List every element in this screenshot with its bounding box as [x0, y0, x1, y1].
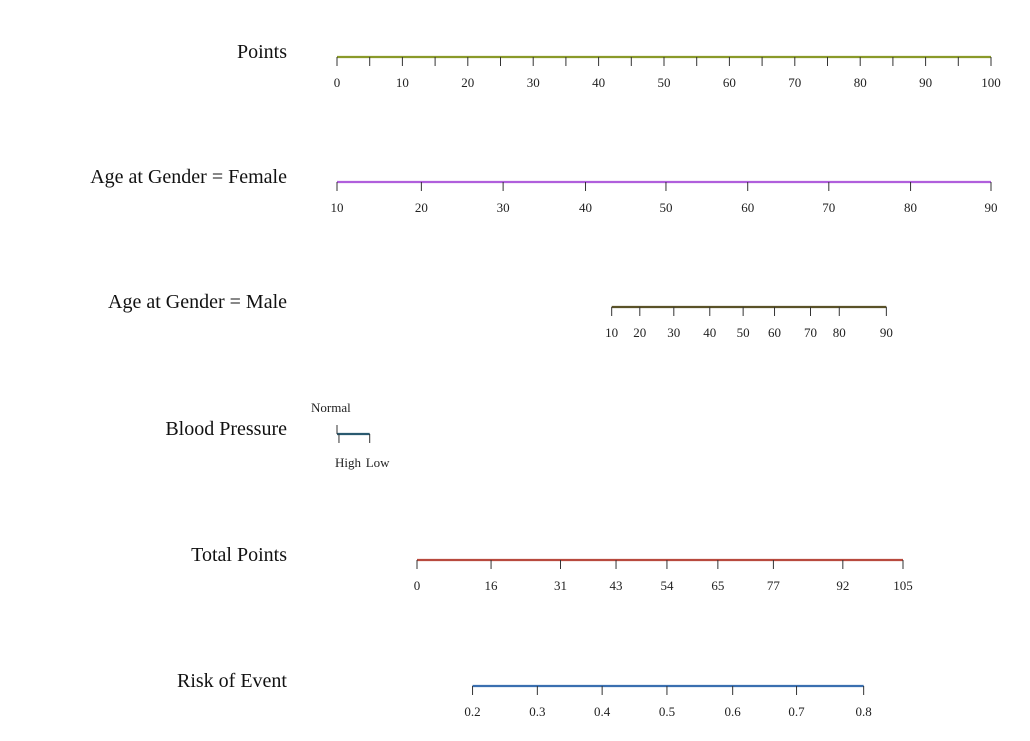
- tick-label-risk-of-event: 0.7: [788, 704, 805, 719]
- tick-label-risk-of-event: 0.5: [659, 704, 675, 719]
- tick-label-age-at-gender-female: 20: [415, 200, 428, 215]
- tick-label-points: 30: [527, 75, 540, 90]
- tick-label-total-points: 31: [554, 578, 567, 593]
- row-label-age-at-gender-male: Age at Gender = Male: [108, 291, 287, 313]
- tick-label-points: 60: [723, 75, 736, 90]
- tick-label-age-at-gender-female: 30: [497, 200, 510, 215]
- tick-label-risk-of-event: 0.6: [725, 704, 742, 719]
- tick-label-age-at-gender-female: 40: [579, 200, 592, 215]
- tick-label-age-at-gender-male: 80: [833, 325, 846, 340]
- tick-label-age-at-gender-male: 60: [768, 325, 781, 340]
- tick-label-blood-pressure: Normal: [311, 400, 351, 415]
- tick-label-age-at-gender-male: 30: [667, 325, 680, 340]
- tick-label-risk-of-event: 0.2: [464, 704, 480, 719]
- tick-label-total-points: 65: [711, 578, 724, 593]
- tick-label-total-points: 0: [414, 578, 421, 593]
- tick-label-total-points: 105: [893, 578, 913, 593]
- tick-label-age-at-gender-male: 10: [605, 325, 618, 340]
- tick-label-risk-of-event: 0.4: [594, 704, 611, 719]
- tick-label-total-points: 92: [836, 578, 849, 593]
- tick-label-blood-pressure: High: [335, 455, 362, 470]
- row-label-age-at-gender-female: Age at Gender = Female: [90, 166, 287, 188]
- row-label-risk-of-event: Risk of Event: [177, 670, 287, 692]
- tick-label-age-at-gender-male: 40: [703, 325, 716, 340]
- tick-label-total-points: 16: [485, 578, 499, 593]
- tick-label-age-at-gender-female: 80: [904, 200, 917, 215]
- tick-label-age-at-gender-female: 60: [741, 200, 754, 215]
- tick-label-points: 40: [592, 75, 605, 90]
- tick-label-age-at-gender-male: 70: [804, 325, 817, 340]
- tick-label-points: 70: [788, 75, 801, 90]
- tick-label-age-at-gender-male: 20: [633, 325, 646, 340]
- tick-label-total-points: 77: [767, 578, 781, 593]
- tick-label-risk-of-event: 0.3: [529, 704, 545, 719]
- row-label-total-points: Total Points: [191, 544, 287, 566]
- tick-label-total-points: 54: [660, 578, 674, 593]
- tick-label-age-at-gender-female: 70: [822, 200, 835, 215]
- tick-label-points: 100: [981, 75, 1001, 90]
- tick-label-blood-pressure: Low: [366, 455, 390, 470]
- row-label-blood-pressure: Blood Pressure: [165, 418, 287, 440]
- tick-label-age-at-gender-female: 90: [985, 200, 998, 215]
- tick-label-age-at-gender-male: 90: [880, 325, 893, 340]
- tick-label-points: 80: [854, 75, 867, 90]
- tick-label-points: 90: [919, 75, 932, 90]
- tick-label-points: 50: [658, 75, 671, 90]
- tick-label-points: 20: [461, 75, 474, 90]
- tick-label-total-points: 43: [610, 578, 623, 593]
- tick-label-risk-of-event: 0.8: [856, 704, 872, 719]
- row-label-points: Points: [237, 41, 287, 63]
- tick-label-age-at-gender-female: 50: [659, 200, 672, 215]
- tick-label-points: 10: [396, 75, 409, 90]
- tick-label-age-at-gender-male: 50: [737, 325, 750, 340]
- tick-label-points: 0: [334, 75, 341, 90]
- tick-label-age-at-gender-female: 10: [331, 200, 344, 215]
